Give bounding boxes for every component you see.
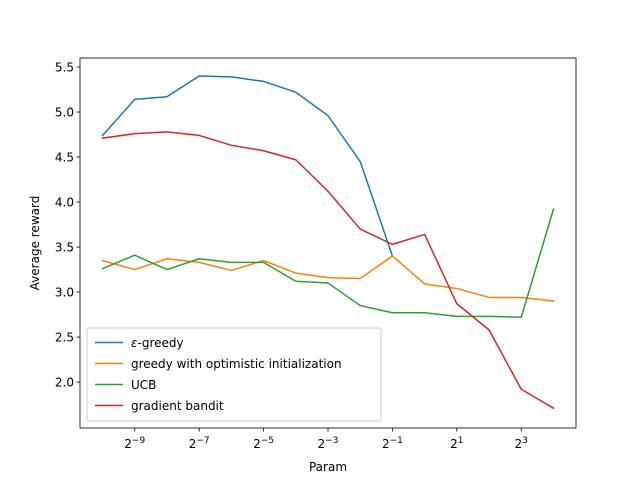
x-tick-label: 2−7	[189, 436, 210, 451]
y-axis-label: Average reward	[28, 196, 42, 291]
legend-label: gradient bandit	[131, 399, 224, 413]
x-axis-label: Param	[309, 460, 347, 474]
y-tick-label: 4.5	[55, 150, 74, 164]
x-tick-label: 23	[515, 436, 528, 451]
y-tick-label: 3.5	[55, 240, 74, 254]
y-tick-label: 5.0	[55, 105, 74, 119]
series-line-0	[101, 75, 394, 258]
x-tick-label: 21	[450, 436, 463, 451]
legend-label: ε-greedy	[131, 336, 184, 350]
legend: ε-greedy greedy with optimistic initializ…	[86, 327, 382, 422]
y-tick-label: 5.5	[55, 60, 74, 74]
x-tick-label: 2−3	[318, 436, 339, 451]
legend-label: UCB	[131, 378, 156, 392]
y-tick-label: 2.0	[55, 375, 74, 389]
y-tick-label: 2.5	[55, 330, 74, 344]
x-tick-label: 2−5	[253, 436, 274, 451]
legend-label: greedy with optimistic initialization	[131, 357, 342, 371]
y-tick-label: 3.0	[55, 285, 74, 299]
series-layer	[101, 75, 555, 410]
x-tick-label: 2−1	[382, 436, 403, 451]
y-tick-label: 4.0	[55, 195, 74, 209]
x-tick-label: 2−9	[124, 436, 145, 451]
x-axis-ticks: 2−9 2−7 2−5 2−3 2−1 21 23	[124, 428, 528, 451]
legend-box	[86, 327, 382, 422]
y-axis-ticks: 2.0 2.5 3.0 3.5 4.0 4.5 5.0 5.5	[55, 60, 80, 389]
